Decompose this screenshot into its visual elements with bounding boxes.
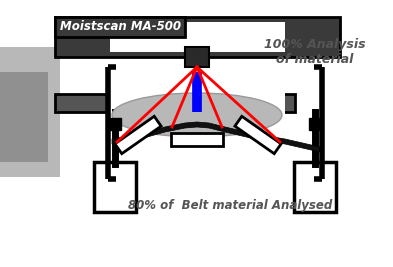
Polygon shape bbox=[235, 116, 281, 154]
Polygon shape bbox=[112, 122, 320, 152]
Bar bbox=[309, 118, 321, 130]
Text: 100% Analysis
of material: 100% Analysis of material bbox=[264, 38, 366, 66]
Bar bbox=[0, 47, 60, 177]
Bar bbox=[55, 17, 340, 57]
Bar bbox=[55, 94, 295, 112]
Bar bbox=[94, 162, 136, 212]
Bar bbox=[171, 132, 223, 146]
Text: Moistscan MA-500: Moistscan MA-500 bbox=[59, 21, 180, 33]
Bar bbox=[185, 47, 209, 67]
Bar bbox=[110, 59, 285, 179]
Bar bbox=[55, 17, 185, 37]
Bar bbox=[0, 72, 48, 162]
Text: 80% of  Belt material Analysed: 80% of Belt material Analysed bbox=[128, 198, 332, 211]
Ellipse shape bbox=[112, 93, 282, 137]
Bar bbox=[109, 118, 121, 130]
Bar bbox=[294, 162, 336, 212]
Polygon shape bbox=[115, 116, 161, 154]
Bar bbox=[110, 22, 285, 52]
